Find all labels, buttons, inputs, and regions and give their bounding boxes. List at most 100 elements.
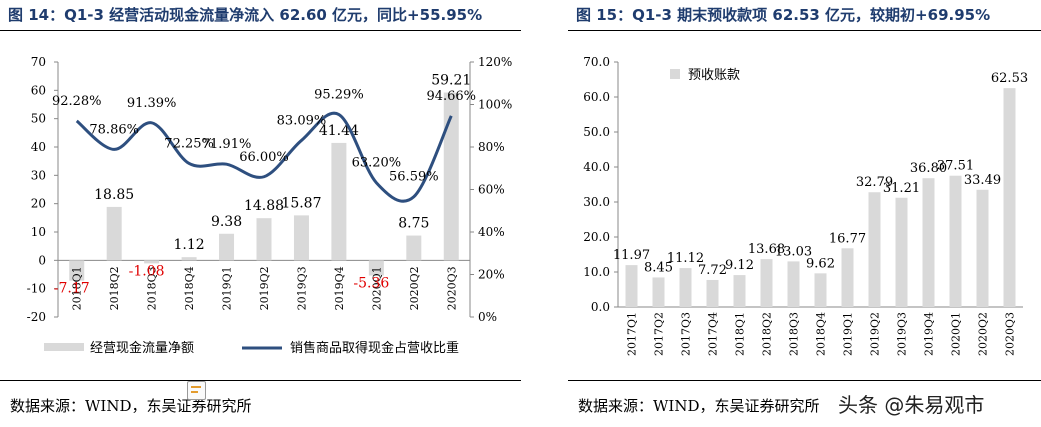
bar-data-label: 31.21 xyxy=(883,181,920,196)
bar-data-label: 18.85 xyxy=(94,187,134,203)
line-data-label: 56.59% xyxy=(389,170,439,185)
left-y-tick-label: 40 xyxy=(31,140,46,154)
cashflow-bar xyxy=(293,215,309,261)
cashflow-bar xyxy=(331,142,347,261)
right-y-tick-label: 100% xyxy=(478,98,512,112)
x-category-label: 2020Q3 xyxy=(445,266,458,310)
advance-receipts-bar xyxy=(922,178,935,307)
advance-receipts-bar xyxy=(706,279,719,307)
bar-data-label: 9.38 xyxy=(211,214,242,230)
bar-data-label: 1.12 xyxy=(174,237,205,253)
x-category-label: 2020Q1 xyxy=(950,312,963,356)
advance-receipts-bar xyxy=(652,277,665,307)
advance-receipts-bar xyxy=(733,275,746,307)
bar-data-label: 15.87 xyxy=(281,195,321,211)
left-y-tick-label: 50 xyxy=(31,112,46,126)
cashflow-bar xyxy=(406,235,422,261)
legend-bar-label: 经营现金流量净额 xyxy=(90,340,194,356)
advance-receipts-bar xyxy=(976,189,989,307)
advance-receipts-bar xyxy=(895,197,908,307)
x-category-label: 2019Q2 xyxy=(869,312,882,356)
cashflow-bar xyxy=(368,260,384,276)
advance-receipts-bar xyxy=(625,265,638,307)
left-figure-title: 图 14：Q1-3 经营活动现金流量净流入 62.60 亿元，同比+55.95% xyxy=(8,6,483,24)
advance-receipts-bar xyxy=(949,175,962,307)
bar-data-label-negative: -5.36 xyxy=(353,276,389,292)
left-y-tick-label: 20 xyxy=(31,197,46,211)
y-tick-label: 60.0 xyxy=(583,90,610,104)
bar-data-label: 9.12 xyxy=(725,258,754,273)
cashflow-bar xyxy=(106,206,122,261)
bar-data-label: 37.51 xyxy=(937,159,974,174)
bar-data-label: 11.12 xyxy=(667,251,704,266)
cashflow-bar xyxy=(256,218,272,261)
bar-data-label: 11.97 xyxy=(613,248,650,263)
x-category-label: 2018Q1 xyxy=(71,266,84,310)
cashflow-bar xyxy=(144,260,160,264)
left-y-tick-label: -20 xyxy=(27,310,46,324)
cashflow-bar xyxy=(181,257,197,261)
right-bottom-rule xyxy=(568,380,1041,381)
line-data-label: 95.29% xyxy=(314,88,364,103)
y-tick-label: 20.0 xyxy=(583,230,610,244)
line-data-label: 78.86% xyxy=(89,122,139,137)
advance-receipts-bar xyxy=(868,192,881,307)
right-y-tick-label: 80% xyxy=(478,140,505,154)
watermark-text: 头条 @朱易观市 xyxy=(838,393,985,417)
left-y-tick-label: -10 xyxy=(27,282,46,296)
right-y-tick-label: 20% xyxy=(478,268,505,282)
advance-receipts-bar xyxy=(841,248,854,307)
y-tick-label: 10.0 xyxy=(583,265,610,279)
x-category-label: 2020Q2 xyxy=(977,312,990,356)
legend-label: 预收账款 xyxy=(688,68,740,83)
bar-data-label: 59.21 xyxy=(431,73,471,89)
left-top-rule xyxy=(0,30,521,31)
bar-data-label: 13.68 xyxy=(748,242,785,257)
right-figure-panel: 图 15：Q1-3 期末预收款项 62.53 亿元，较期初+69.95% 0.0… xyxy=(568,0,1041,427)
bar-data-label-negative: -1.08 xyxy=(129,263,165,279)
bar-data-label: 9.62 xyxy=(806,256,835,271)
x-category-label: 2019Q4 xyxy=(923,312,936,356)
x-category-label: 2018Q3 xyxy=(146,266,159,310)
line-data-label: 92.28% xyxy=(52,94,102,109)
bar-data-label: 32.79 xyxy=(856,175,893,190)
ratio-line xyxy=(75,111,453,203)
x-category-label: 2017Q2 xyxy=(653,312,666,356)
bar-data-label: 33.49 xyxy=(964,173,1001,188)
line-data-label: 63.20% xyxy=(352,156,402,171)
left-y-tick-label: 70 xyxy=(31,55,46,69)
x-category-label: 2019Q2 xyxy=(258,266,271,310)
line-data-label: 66.00% xyxy=(239,150,289,165)
left-figure-panel: 图 14：Q1-3 经营活动现金流量净流入 62.60 亿元，同比+55.95%… xyxy=(0,6,521,415)
legend-swatch xyxy=(670,69,680,79)
x-category-label: 2017Q1 xyxy=(626,312,639,356)
left-y-tick-label: 60 xyxy=(31,83,46,97)
line-data-label: 83.09% xyxy=(277,113,327,128)
bar-data-label: 13.03 xyxy=(775,244,812,259)
x-category-label: 2017Q3 xyxy=(680,312,693,356)
cashflow-chart: -20 -10 0 10 20 30 40 50 60 70 0% 20% 40% 60% 80% 100% 1… xyxy=(27,55,513,356)
x-category-label: 2018Q1 xyxy=(734,312,747,356)
x-category-label: 2017Q4 xyxy=(707,312,720,356)
bar-data-label: 7.72 xyxy=(698,263,727,278)
x-category-label: 2018Q3 xyxy=(788,312,801,356)
y-tick-label: 0.0 xyxy=(591,300,610,314)
y-tick-label: 70.0 xyxy=(583,55,610,69)
advance-receipts-bar xyxy=(1003,88,1016,308)
x-category-label: 2019Q1 xyxy=(842,312,855,356)
bar-data-label: 36.80 xyxy=(910,161,947,176)
x-category-label: 2020Q3 xyxy=(1004,312,1017,356)
bar-data-label: 14.88 xyxy=(244,198,284,214)
advance-receipts-chart: 0.0 10.0 20.0 30.0 40.0 50.0 60.0 70.0 11.978.45… xyxy=(583,55,1028,356)
right-source-note: 数据来源：WIND，东吴证券研究所 xyxy=(578,397,820,415)
left-y-tick-label: 30 xyxy=(31,168,46,182)
x-category-label: 2018Q4 xyxy=(815,312,828,356)
bar-data-label: 8.45 xyxy=(644,260,673,275)
x-category-label: 2018Q2 xyxy=(108,266,121,310)
right-y-tick-label: 60% xyxy=(478,183,505,197)
left-y-tick-label: 10 xyxy=(31,225,46,239)
x-category-label: 2019Q1 xyxy=(221,266,234,310)
legend-line-label: 销售商品取得现金占营收比重 xyxy=(290,340,459,356)
left-bottom-rule xyxy=(0,380,521,381)
y-tick-label: 40.0 xyxy=(583,160,610,174)
